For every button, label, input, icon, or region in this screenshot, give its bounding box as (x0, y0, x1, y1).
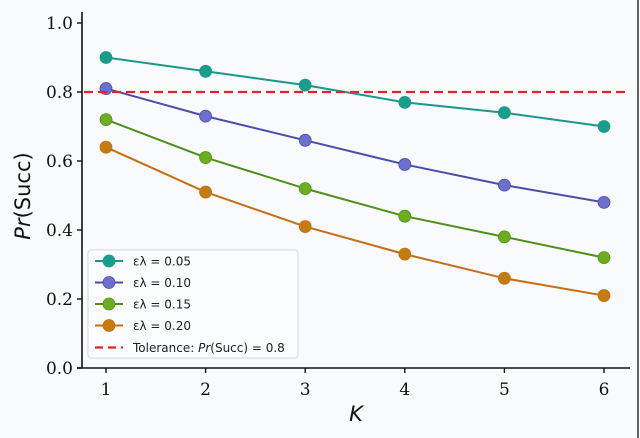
data-point (398, 158, 412, 171)
legend-item: ελ = 0.20 (95, 319, 191, 333)
y-axis-label: Pr(Succ) (11, 152, 35, 239)
data-point (597, 289, 611, 302)
series-4 (99, 140, 611, 302)
x-axis-label: K (349, 402, 365, 426)
data-point (398, 247, 412, 261)
legend-tolerance-suffix: (Succ) = 0.8 (210, 341, 285, 355)
legend-item-tolerance: Tolerance: Pr(Succ) = 0.8 (95, 341, 285, 355)
legend-swatch-marker (102, 254, 116, 268)
axes: 0.0 0.2 0.4 0.6 0.8 1.0 1 2 3 4 5 6 (46, 12, 630, 400)
series-1 (99, 51, 611, 133)
data-point (597, 120, 611, 133)
legend-label: ελ = 0.10 (133, 276, 191, 290)
data-point (298, 133, 312, 147)
series-line (105, 146, 605, 297)
data-point (597, 195, 611, 209)
data-point (597, 251, 611, 265)
x-tick-label: 2 (200, 380, 211, 400)
x-tick-label: 1 (101, 380, 112, 400)
legend-item: ελ = 0.15 (95, 298, 191, 312)
legend-label-tolerance: Tolerance: Pr(Succ) = 0.8 (132, 341, 285, 355)
y-tick-label: 0.2 (46, 290, 73, 310)
data-point (298, 78, 312, 92)
series-group (99, 51, 611, 302)
y-tick-label: 1.0 (46, 14, 73, 34)
y-tick-label: 0.4 (46, 221, 73, 241)
data-point (497, 271, 511, 285)
data-point (99, 51, 113, 64)
y-tick-label: 0.0 (46, 359, 73, 379)
series-3 (99, 113, 611, 265)
y-tick-label: 0.6 (46, 152, 73, 172)
legend-item: ελ = 0.05 (95, 255, 191, 269)
y-axis-label-italic: Pr (11, 217, 35, 240)
data-point (398, 95, 412, 109)
data-point (199, 64, 213, 78)
data-point (497, 230, 511, 244)
series-2 (99, 82, 611, 209)
data-point (199, 151, 213, 164)
legend-label: ελ = 0.15 (133, 298, 191, 312)
data-point (199, 109, 213, 123)
legend-tolerance-prefix: Tolerance: (132, 341, 198, 355)
x-tick-label: 3 (300, 380, 311, 400)
data-point (497, 106, 511, 120)
data-point (99, 113, 113, 126)
legend-items: ελ = 0.05 ελ = 0.10 ελ = 0.15 ελ = 0.20 Tole… (95, 255, 285, 355)
legend-label: ελ = 0.05 (133, 255, 191, 269)
data-point (99, 140, 113, 154)
series-line (105, 87, 605, 204)
series-line (105, 118, 605, 259)
data-point (298, 182, 312, 196)
legend-tolerance-italic: Pr (198, 341, 211, 355)
data-point (298, 220, 312, 233)
x-tick-label: 5 (499, 380, 510, 400)
legend-swatch-marker (102, 319, 116, 332)
y-tick-label: 0.8 (46, 83, 73, 103)
y-axis-label-rest: (Succ) (11, 152, 35, 218)
legend-frame (87, 249, 299, 359)
x-tick-label: 4 (399, 380, 410, 400)
data-point (398, 209, 412, 223)
x-tick-label: 6 (599, 380, 610, 400)
legend-item: ελ = 0.10 (95, 276, 191, 290)
legend-swatch-marker (102, 276, 116, 289)
x-ticks: 1 2 3 4 5 6 (101, 368, 610, 400)
legend-swatch-marker (102, 297, 116, 311)
legend: ελ = 0.05 ελ = 0.10 ελ = 0.15 ελ = 0.20 Tole… (87, 249, 299, 359)
series-line (105, 56, 605, 128)
plot-area (84, 51, 630, 302)
data-point (199, 185, 213, 199)
legend-label: ελ = 0.20 (133, 319, 191, 333)
y-ticks: 0.0 0.2 0.4 0.6 0.8 1.0 (46, 14, 82, 379)
data-point (497, 178, 511, 192)
